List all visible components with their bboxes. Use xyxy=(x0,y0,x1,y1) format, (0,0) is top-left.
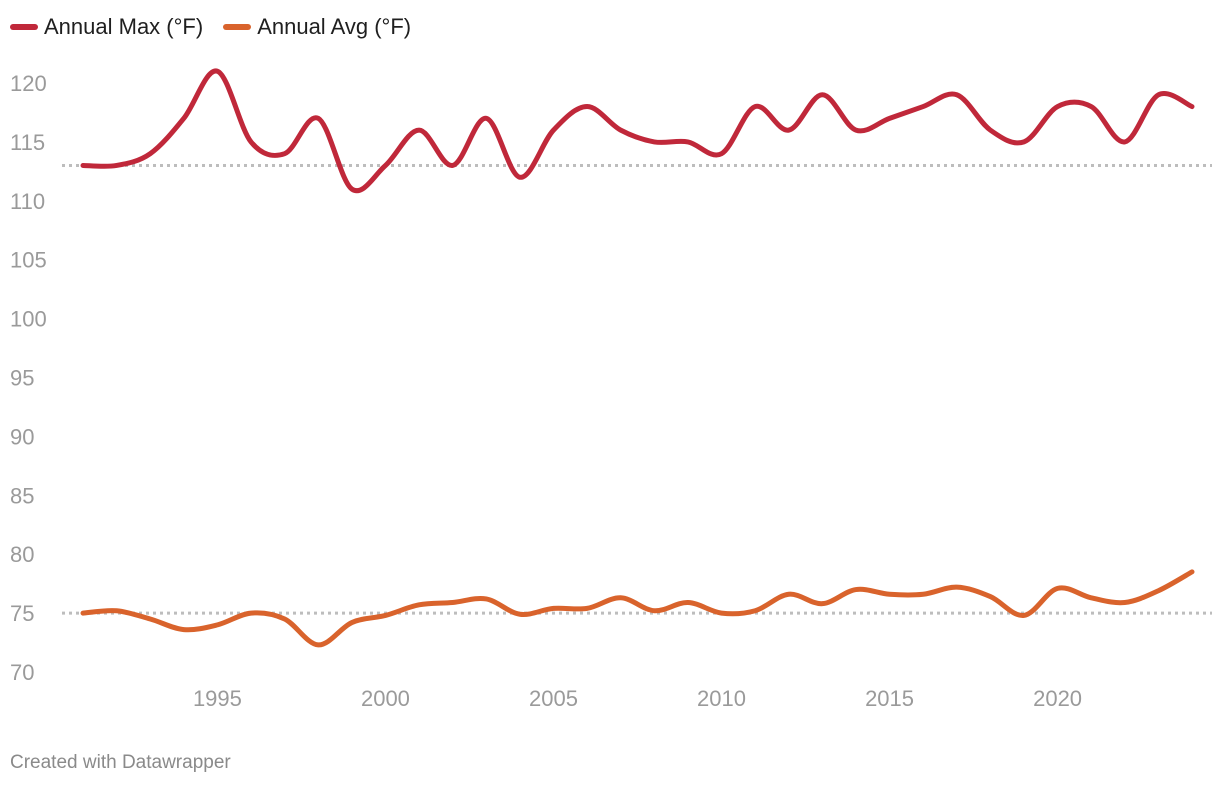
y-tick-label: 85 xyxy=(10,483,34,508)
legend-swatch-avg xyxy=(223,24,252,30)
y-tick-label: 115 xyxy=(10,130,45,155)
y-axis-ticks: 70 75 80 85 90 95 100 105 110 115 120 xyxy=(10,71,47,685)
x-tick-label: 2015 xyxy=(865,686,914,711)
y-tick-label: 90 xyxy=(10,424,34,449)
legend-item-max: Annual Max (°F) xyxy=(10,14,203,40)
legend-label-avg: Annual Avg (°F) xyxy=(257,14,412,39)
y-tick-label: 80 xyxy=(10,542,34,567)
x-tick-label: 2005 xyxy=(529,686,578,711)
y-tick-label: 110 xyxy=(10,189,45,214)
y-tick-label: 100 xyxy=(10,307,47,332)
x-tick-label: 2010 xyxy=(697,686,746,711)
legend-label-max: Annual Max (°F) xyxy=(44,14,204,39)
y-tick-label: 70 xyxy=(10,660,34,685)
reference-lines xyxy=(62,163,1212,615)
x-tick-label: 2020 xyxy=(1033,686,1082,711)
x-tick-label: 1995 xyxy=(193,686,242,711)
y-tick-label: 95 xyxy=(10,366,34,391)
series-line-annual-avg xyxy=(80,569,1195,648)
legend-swatch-max xyxy=(10,24,38,30)
x-axis-ticks: 1995 2000 2005 2010 2015 2020 xyxy=(193,686,1082,711)
footer-credit: Created with Datawrapper xyxy=(10,752,231,773)
series-lines xyxy=(80,68,1195,648)
y-tick-label: 105 xyxy=(10,248,47,273)
x-tick-label: 2000 xyxy=(361,686,410,711)
series-line-annual-max xyxy=(80,68,1195,194)
y-tick-label: 120 xyxy=(10,71,47,96)
legend-item-avg: Annual Avg (°F) xyxy=(223,14,411,40)
legend: Annual Max (°F) Annual Avg (°F) xyxy=(10,14,411,40)
y-tick-label: 75 xyxy=(10,601,34,626)
